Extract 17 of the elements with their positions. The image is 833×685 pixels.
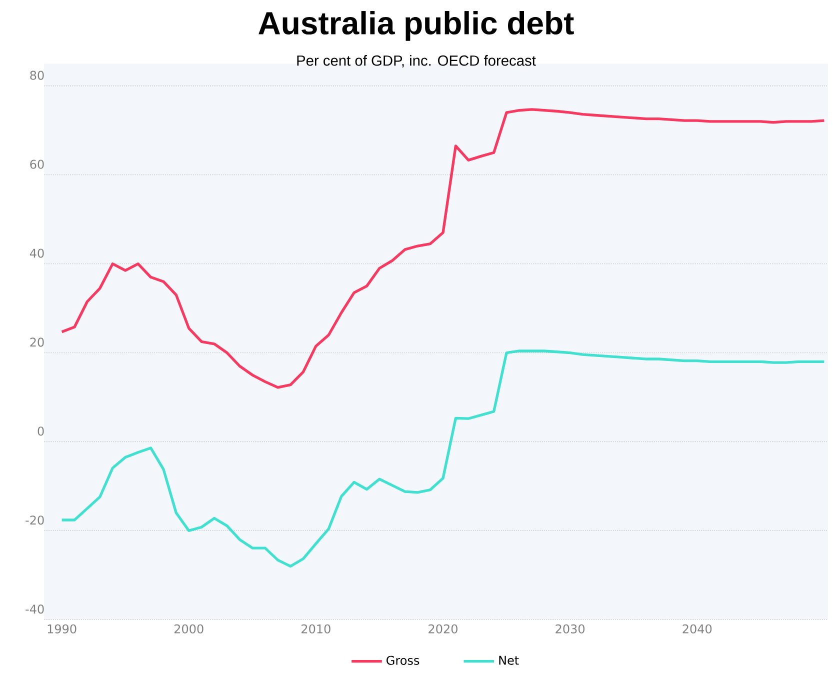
chart-title: Australia public debt [258, 11, 574, 41]
x-tick-label: 2040 [682, 624, 712, 634]
legend-label: Gross [386, 656, 420, 665]
x-tick-label: 2020 [428, 624, 458, 634]
x-tick-label: 2030 [556, 624, 585, 634]
x-tick-label: 2010 [302, 624, 330, 634]
y-tick-label: 0 [38, 426, 44, 436]
y-tick-label: 40 [30, 248, 44, 258]
y-tick-label: 80 [30, 70, 44, 80]
x-tick-label: 2000 [174, 624, 204, 634]
y-tick-label: -40 [26, 604, 44, 614]
y-tick-label: 20 [30, 338, 44, 347]
y-tick-label: 60 [30, 160, 44, 169]
y-tick-label: -20 [26, 516, 44, 525]
x-tick-label: 1990 [48, 624, 76, 634]
legend-label: Net [499, 656, 519, 665]
chart-subtitle: Per cent of GDP, inc. OECD forecast [297, 55, 536, 68]
